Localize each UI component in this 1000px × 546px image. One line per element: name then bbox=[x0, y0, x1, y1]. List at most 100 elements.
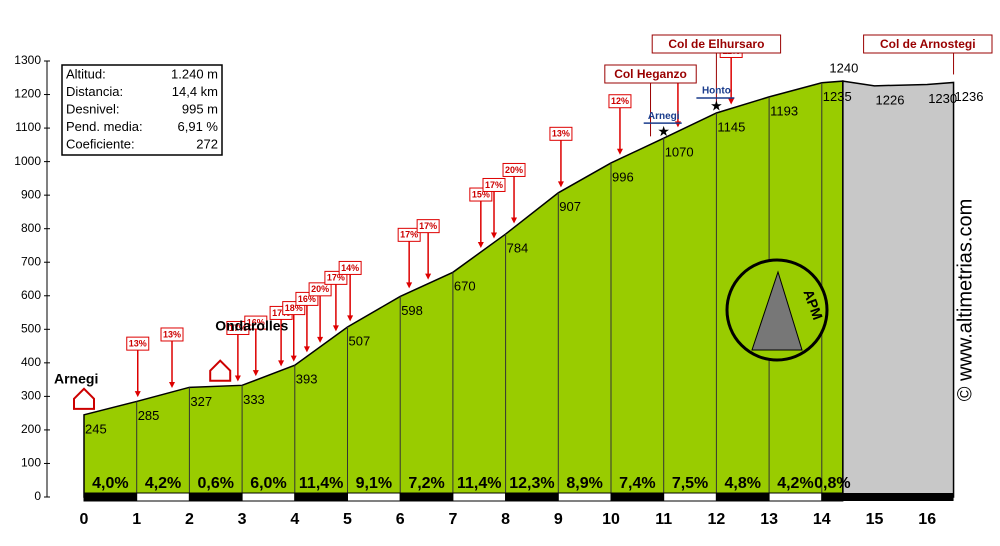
flag-arrow bbox=[303, 346, 310, 353]
flag-box bbox=[397, 227, 421, 242]
y-tick-label: 1200 bbox=[14, 87, 41, 101]
flag-label: 17% bbox=[327, 273, 345, 283]
elevation-label: 1236 bbox=[955, 89, 984, 104]
flag-arrow bbox=[347, 315, 354, 322]
flag-arrow bbox=[511, 217, 518, 224]
x-tick-label: 8 bbox=[501, 511, 510, 528]
x-tick-label: 5 bbox=[343, 511, 352, 528]
segment-label: 4,8% bbox=[725, 475, 761, 492]
elevation-label: 1235 bbox=[823, 89, 852, 104]
segment-label: 4,0% bbox=[92, 475, 128, 492]
segment-bar bbox=[821, 492, 844, 502]
segment-bar bbox=[768, 492, 823, 502]
x-tick-label: 9 bbox=[554, 511, 563, 528]
info-label: Distancia: bbox=[66, 84, 123, 99]
flag-arrow bbox=[317, 336, 324, 343]
flag-arrow bbox=[491, 232, 498, 239]
x-tick-label: 11 bbox=[655, 511, 672, 528]
flag-box bbox=[502, 162, 526, 177]
elevation-label: 285 bbox=[138, 408, 160, 423]
flag-label: 15% bbox=[472, 189, 490, 199]
elevation-label: 327 bbox=[190, 394, 212, 409]
segment-label: 0,8% bbox=[814, 475, 850, 492]
segment-bar bbox=[715, 492, 770, 502]
end-bar bbox=[842, 493, 954, 501]
flag-arrow bbox=[557, 181, 564, 188]
town-label: Ondarolles bbox=[215, 317, 288, 333]
flag-arrow bbox=[278, 360, 285, 367]
info-box bbox=[61, 64, 223, 156]
elevation-label: 507 bbox=[349, 333, 371, 348]
segment-label: 11,4% bbox=[299, 475, 343, 492]
info-label: Coeficiente: bbox=[66, 136, 135, 151]
elevation-label: 245 bbox=[85, 421, 107, 436]
segment-label: 12,3% bbox=[509, 475, 554, 492]
info-label: Desnivel: bbox=[66, 101, 119, 116]
info-value: 1.240 m bbox=[171, 66, 218, 81]
flag-label: 17% bbox=[272, 308, 290, 318]
sign-label: Arnegi bbox=[648, 111, 680, 122]
y-tick-label: 1300 bbox=[14, 53, 41, 67]
flag-box bbox=[160, 327, 184, 342]
segment-bar bbox=[399, 492, 454, 502]
y-tick-label: 0 bbox=[34, 489, 41, 503]
segment-bar bbox=[663, 492, 717, 502]
elevation-label: 1145 bbox=[717, 119, 745, 134]
segment-label: 6,0% bbox=[250, 475, 286, 492]
segment-label: 9,1% bbox=[356, 475, 392, 492]
flag-arrow bbox=[290, 355, 297, 362]
elevation-label: 784 bbox=[507, 240, 529, 255]
flag-box bbox=[308, 282, 332, 297]
flag-label: 17% bbox=[485, 180, 503, 190]
elevation-label: 598 bbox=[401, 303, 423, 318]
flag-arrow bbox=[425, 273, 432, 280]
pass-label: Col de Arnostegi bbox=[880, 37, 976, 51]
flag-arrow bbox=[169, 381, 176, 388]
x-tick-label: 13 bbox=[760, 511, 778, 528]
x-tick-label: 15 bbox=[866, 511, 884, 528]
info-value: 6,91 % bbox=[178, 119, 219, 134]
elevation-label: 670 bbox=[454, 279, 476, 294]
elevation-label: 1230 bbox=[928, 91, 957, 106]
pass-box bbox=[863, 34, 993, 54]
elevation-label: 907 bbox=[559, 199, 581, 214]
x-tick-label: 12 bbox=[708, 511, 726, 528]
flag-label: 13% bbox=[129, 339, 147, 349]
segment-label: 7,5% bbox=[672, 475, 708, 492]
segment-bar bbox=[452, 492, 507, 502]
x-tick-label: 0 bbox=[80, 511, 89, 528]
y-tick-label: 600 bbox=[21, 288, 41, 302]
watermark: © www.altimetrias.com bbox=[954, 199, 976, 402]
flag-label: 13% bbox=[552, 129, 570, 139]
flag-label: 16% bbox=[247, 317, 265, 327]
info-label: Altitud: bbox=[66, 66, 106, 81]
x-tick-label: 16 bbox=[918, 511, 936, 528]
segment-bar bbox=[241, 492, 296, 502]
y-tick-label: 400 bbox=[21, 355, 41, 369]
y-tick-label: 900 bbox=[21, 187, 41, 201]
segment-label: 4,2% bbox=[777, 475, 813, 492]
segment-label: 7,4% bbox=[619, 475, 655, 492]
flag-label: 17% bbox=[419, 221, 437, 231]
flag-label: 14% bbox=[341, 263, 359, 273]
flag-label: 20% bbox=[311, 284, 329, 294]
flag-arrow bbox=[234, 375, 241, 382]
x-tick-label: 6 bbox=[396, 511, 405, 528]
flag-arrow bbox=[134, 391, 141, 398]
x-tick-label: 2 bbox=[185, 511, 194, 528]
elevation-label: 996 bbox=[612, 169, 634, 184]
segment-bar bbox=[610, 492, 665, 502]
flag-box bbox=[244, 315, 268, 330]
segment-bar bbox=[347, 492, 401, 502]
x-tick-label: 3 bbox=[238, 511, 247, 528]
elevation-label: 393 bbox=[296, 372, 318, 387]
segment-bar bbox=[136, 492, 190, 502]
segment-label: 8,9% bbox=[566, 475, 602, 492]
town-icon bbox=[209, 359, 232, 382]
elevation-label: 1226 bbox=[876, 92, 905, 107]
segment-bar bbox=[505, 492, 559, 502]
y-tick-label: 200 bbox=[21, 422, 41, 436]
flag-box bbox=[608, 94, 632, 109]
elevation-label: 1193 bbox=[770, 103, 798, 118]
